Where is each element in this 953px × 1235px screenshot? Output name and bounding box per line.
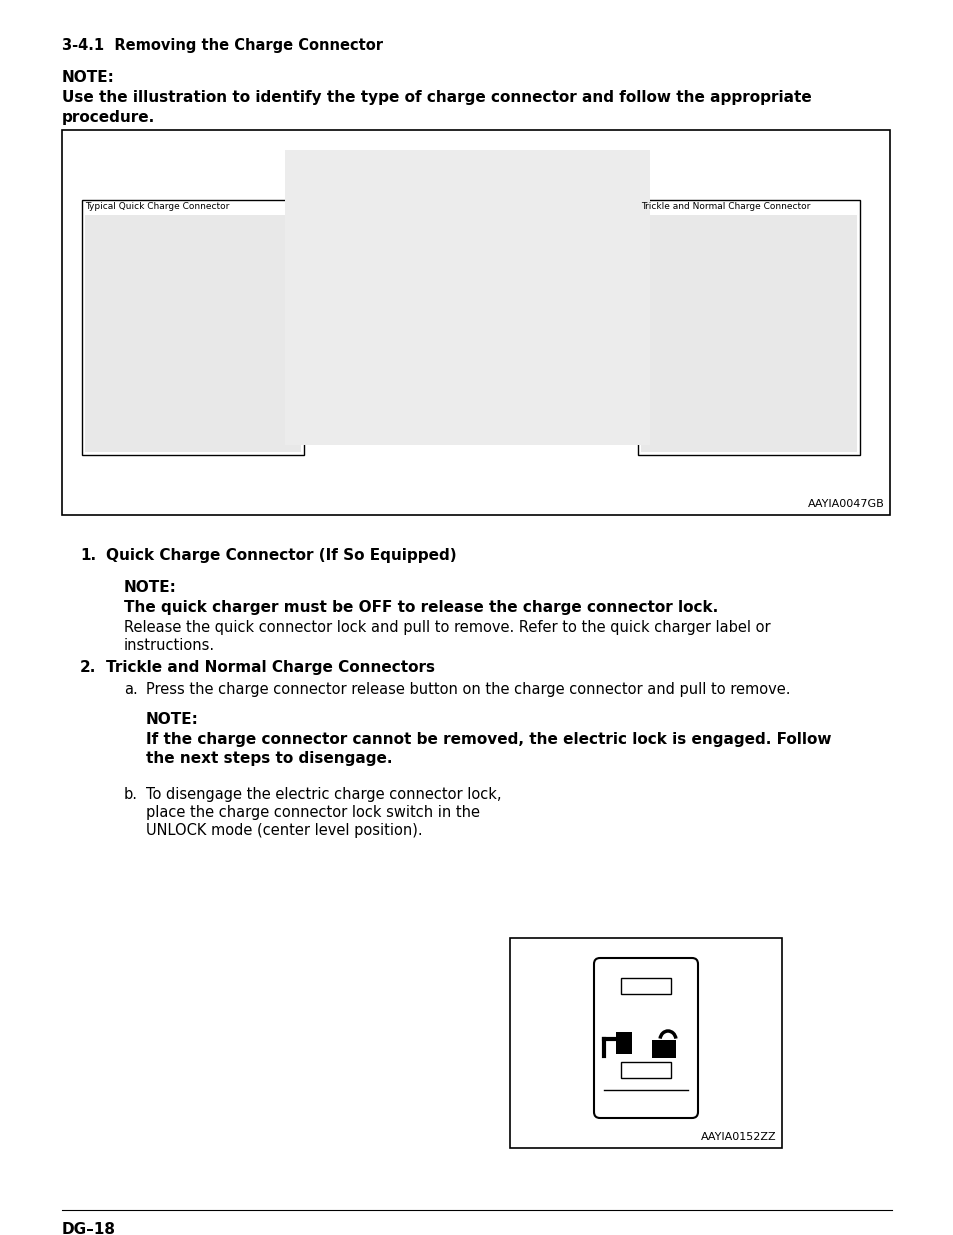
Text: NOTE:: NOTE:	[124, 580, 176, 595]
Text: Typical Quick Charge Connector: Typical Quick Charge Connector	[85, 203, 229, 211]
FancyBboxPatch shape	[594, 958, 698, 1118]
Bar	[651, 1040, 676, 1058]
Bar	[85, 215, 301, 452]
Text: If the charge connector cannot be removed, the electric lock is engaged. Follow: If the charge connector cannot be remove…	[146, 732, 831, 747]
Bar	[638, 200, 859, 454]
Bar	[285, 149, 649, 445]
Text: To disengage the electric charge connector lock,: To disengage the electric charge connect…	[146, 787, 501, 802]
Text: Use the illustration to identify the type of charge connector and follow the app: Use the illustration to identify the typ…	[62, 90, 811, 105]
Text: the next steps to disengage.: the next steps to disengage.	[146, 751, 392, 766]
Text: procedure.: procedure.	[62, 110, 155, 125]
Text: b.: b.	[124, 787, 138, 802]
Bar	[640, 215, 856, 452]
Text: The quick charger must be OFF to release the charge connector lock.: The quick charger must be OFF to release…	[124, 600, 718, 615]
Text: a.: a.	[124, 682, 137, 697]
Text: Trickle and Normal Charge Connector: Trickle and Normal Charge Connector	[640, 203, 809, 211]
Bar	[62, 130, 889, 515]
Bar	[82, 200, 304, 454]
Text: 2.: 2.	[80, 659, 96, 676]
Text: 3-4.1  Removing the Charge Connector: 3-4.1 Removing the Charge Connector	[62, 38, 382, 53]
Text: Press the charge connector release button on the charge connector and pull to re: Press the charge connector release butto…	[146, 682, 790, 697]
Text: place the charge connector lock switch in the: place the charge connector lock switch i…	[146, 805, 479, 820]
Bar	[620, 978, 670, 994]
Text: NOTE:: NOTE:	[62, 70, 114, 85]
Text: instructions.: instructions.	[124, 638, 214, 653]
Bar	[510, 939, 781, 1149]
Text: 1.: 1.	[80, 548, 96, 563]
Text: Trickle and Normal Charge Connectors: Trickle and Normal Charge Connectors	[106, 659, 435, 676]
Text: Release the quick connector lock and pull to remove. Refer to the quick charger : Release the quick connector lock and pul…	[124, 620, 770, 635]
Text: Quick Charge Connector (If So Equipped): Quick Charge Connector (If So Equipped)	[106, 548, 456, 563]
Text: NOTE:: NOTE:	[146, 713, 198, 727]
Text: DG–18: DG–18	[62, 1221, 116, 1235]
Bar	[620, 1062, 670, 1078]
Text: UNLOCK mode (center level position).: UNLOCK mode (center level position).	[146, 823, 422, 839]
Text: AAYIA0152ZZ: AAYIA0152ZZ	[700, 1132, 776, 1142]
Text: AAYIA0047GB: AAYIA0047GB	[807, 499, 884, 509]
Bar	[616, 1032, 631, 1053]
